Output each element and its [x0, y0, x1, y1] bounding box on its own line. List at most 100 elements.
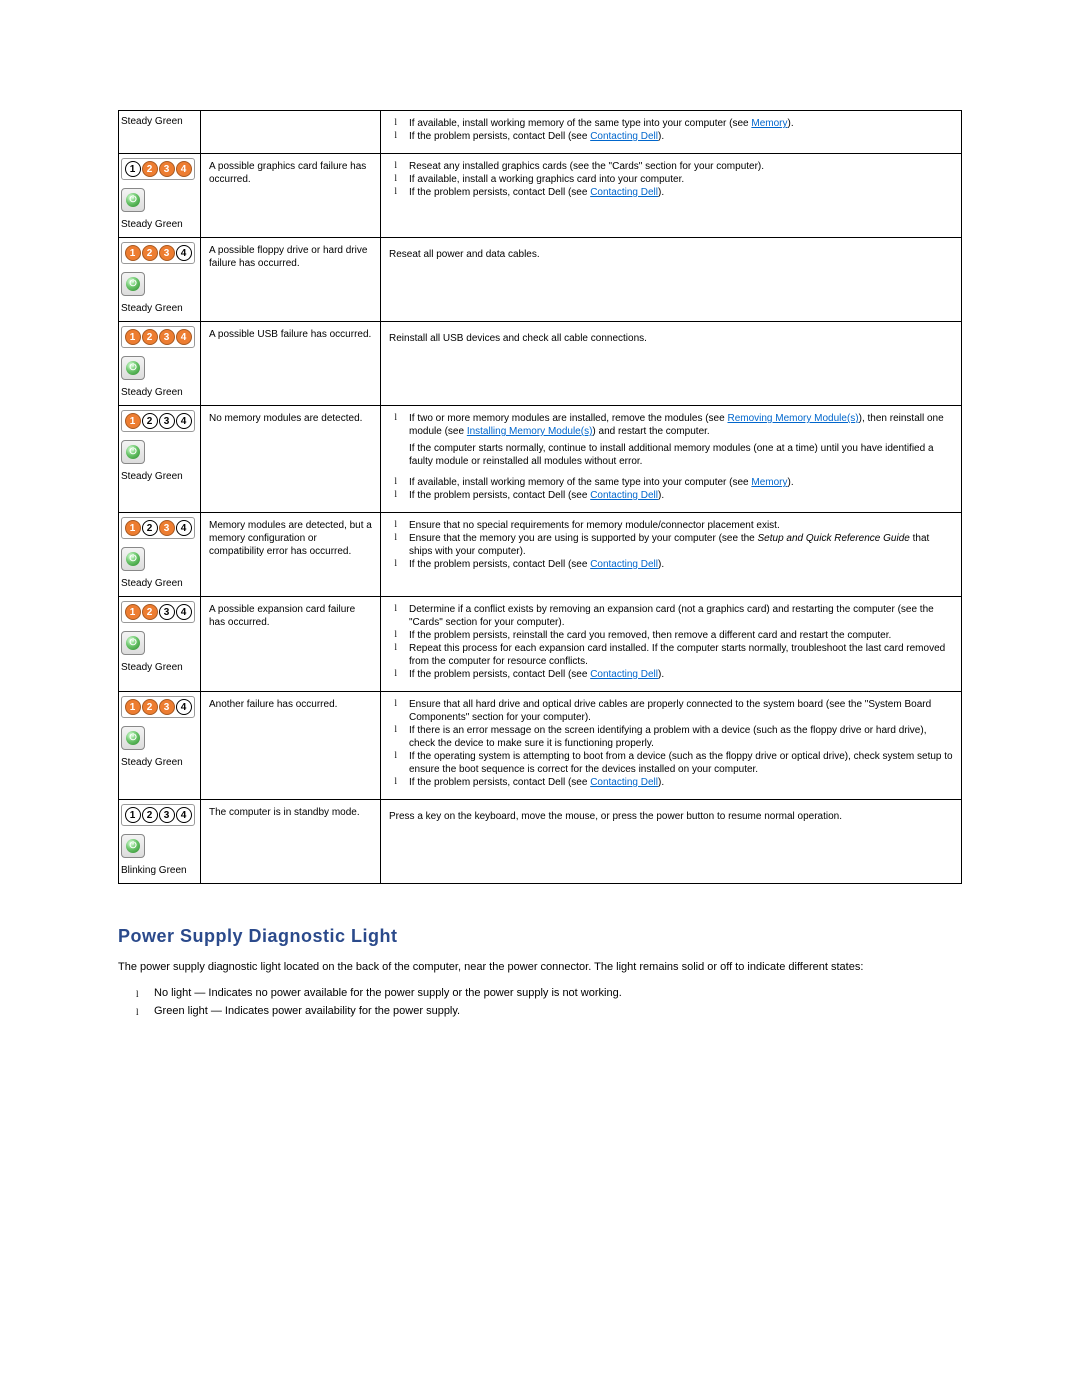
power-supply-list: No light — Indicates no power available …	[118, 987, 962, 1017]
table-row: Steady Green If available, install workin…	[119, 111, 962, 154]
led-1-icon: 1	[125, 413, 141, 429]
led-2-icon: 2	[142, 604, 158, 620]
corrective-action-cell: Ensure that no special requirements for …	[381, 513, 962, 597]
light-pattern-cell: 1234⏻Steady Green	[119, 597, 201, 692]
power-button-icon: ⏻	[121, 834, 145, 858]
led-strip: 1234	[121, 696, 195, 718]
led-2-icon: 2	[142, 245, 158, 261]
power-button-icon: ⏻	[121, 356, 145, 380]
memory-link[interactable]: Memory	[751, 118, 787, 129]
list-item: Green light — Indicates power availabili…	[154, 1005, 962, 1017]
led-3-icon: 3	[159, 699, 175, 715]
light-pattern-cell: 1234 ⏻ Steady Green	[119, 154, 201, 238]
led-strip: 1234	[121, 410, 195, 432]
table-row: 1234 ⏻ Steady GreenA possible graphics car…	[119, 154, 962, 238]
table-row: 1234 ⏻ Steady GreenA possible floppy drive…	[119, 238, 962, 322]
led-3-icon: 3	[159, 604, 175, 620]
power-button-icon: ⏻	[121, 547, 145, 571]
power-button-icon: ⏻	[121, 726, 145, 750]
led-2-icon: 2	[142, 413, 158, 429]
contacting-dell-link[interactable]: Contacting Dell	[590, 187, 658, 198]
power-button-icon: ⏻	[121, 440, 145, 464]
led-4-icon: 4	[176, 699, 192, 715]
led-1-icon: 1	[125, 807, 141, 823]
led-strip: 1234	[121, 517, 195, 539]
contacting-dell-link[interactable]: Contacting Dell	[590, 669, 658, 680]
table-row: 1234⏻Steady GreenMemory modules are dete…	[119, 513, 962, 597]
led-4-icon: 4	[176, 245, 192, 261]
power-state-label: Steady Green	[121, 661, 198, 674]
problem-description-cell: A possible USB failure has occurred.	[201, 322, 381, 406]
problem-description-cell: The computer is in standby mode.	[201, 800, 381, 884]
led-1-icon: 1	[125, 161, 141, 177]
led-strip: 1234	[121, 242, 195, 264]
led-1-icon: 1	[125, 329, 141, 345]
led-1-icon: 1	[125, 604, 141, 620]
problem-description-cell	[201, 111, 381, 154]
power-state-label: Steady Green	[121, 756, 198, 769]
led-2-icon: 2	[142, 807, 158, 823]
corrective-action-cell: Reseat any installed graphics cards (see…	[381, 154, 962, 238]
list-item: No light — Indicates no power available …	[154, 987, 962, 999]
problem-description-cell: No memory modules are detected.	[201, 406, 381, 513]
table-row: 1234 ⏻ Steady GreenAnother failure has occ…	[119, 692, 962, 800]
light-pattern-cell: 1234⏻Steady Green	[119, 513, 201, 597]
led-strip: 1234	[121, 601, 195, 623]
corrective-action-cell: Reinstall all USB devices and check all …	[381, 322, 962, 406]
led-4-icon: 4	[176, 329, 192, 345]
light-pattern-cell: 1234 ⏻ Steady Green	[119, 692, 201, 800]
led-3-icon: 3	[159, 161, 175, 177]
led-4-icon: 4	[176, 161, 192, 177]
led-4-icon: 4	[176, 520, 192, 536]
contacting-dell-link[interactable]: Contacting Dell	[590, 559, 658, 570]
led-strip: 1234	[121, 804, 195, 826]
led-1-icon: 1	[125, 520, 141, 536]
table-row: 1234⏻Steady GreenA possible expansion ca…	[119, 597, 962, 692]
led-2-icon: 2	[142, 520, 158, 536]
contacting-dell-link[interactable]: Contacting Dell	[590, 777, 658, 788]
light-pattern-cell: 1234 ⏻ Steady Green	[119, 322, 201, 406]
installing-memory-link[interactable]: Installing Memory Module(s)	[467, 426, 593, 437]
corrective-action-cell: Determine if a conflict exists by removi…	[381, 597, 962, 692]
table-row: 1234 ⏻ Steady GreenA possible USB failure …	[119, 322, 962, 406]
power-state-label: Steady Green	[121, 218, 198, 231]
power-button-icon: ⏻	[121, 272, 145, 296]
led-3-icon: 3	[159, 807, 175, 823]
led-2-icon: 2	[142, 699, 158, 715]
problem-description-cell: Another failure has occurred.	[201, 692, 381, 800]
power-button-icon: ⏻	[121, 188, 145, 212]
contacting-dell-link[interactable]: Contacting Dell	[590, 131, 658, 142]
contacting-dell-link[interactable]: Contacting Dell	[590, 490, 658, 501]
led-strip: 1234	[121, 158, 195, 180]
corrective-action-cell: Reseat all power and data cables.	[381, 238, 962, 322]
led-2-icon: 2	[142, 161, 158, 177]
led-4-icon: 4	[176, 807, 192, 823]
power-state-label: Steady Green	[121, 386, 198, 399]
corrective-action-cell: Press a key on the keyboard, move the mo…	[381, 800, 962, 884]
led-3-icon: 3	[159, 520, 175, 536]
led-1-icon: 1	[125, 699, 141, 715]
led-3-icon: 3	[159, 245, 175, 261]
diagnostic-lights-table: Steady Green If available, install workin…	[118, 110, 962, 884]
light-pattern-cell: 1234 ⏻ Steady Green	[119, 406, 201, 513]
table-row: 1234 ⏻ Steady GreenNo memory modules are d…	[119, 406, 962, 513]
problem-description-cell: Memory modules are detected, but a memor…	[201, 513, 381, 597]
led-4-icon: 4	[176, 604, 192, 620]
led-strip: 1234	[121, 326, 195, 348]
removing-memory-link[interactable]: Removing Memory Module(s)	[727, 413, 858, 424]
light-pattern-cell: 1234 ⏻ Blinking Green	[119, 800, 201, 884]
power-state-label: Blinking Green	[121, 864, 198, 877]
corrective-action-cell: Ensure that all hard drive and optical d…	[381, 692, 962, 800]
problem-description-cell: A possible graphics card failure has occ…	[201, 154, 381, 238]
corrective-action-cell: If available, install working memory of …	[381, 111, 962, 154]
table-row: 1234 ⏻ Blinking GreenThe computer is in st…	[119, 800, 962, 884]
power-supply-intro: The power supply diagnostic light locate…	[118, 961, 962, 973]
power-state-label: Steady Green	[121, 302, 198, 315]
led-3-icon: 3	[159, 413, 175, 429]
led-3-icon: 3	[159, 329, 175, 345]
memory-link[interactable]: Memory	[751, 477, 787, 488]
power-state-label: Steady Green	[121, 470, 198, 483]
light-pattern-cell: Steady Green	[119, 111, 201, 154]
problem-description-cell: A possible floppy drive or hard drive fa…	[201, 238, 381, 322]
corrective-action-cell: If two or more memory modules are instal…	[381, 406, 962, 513]
